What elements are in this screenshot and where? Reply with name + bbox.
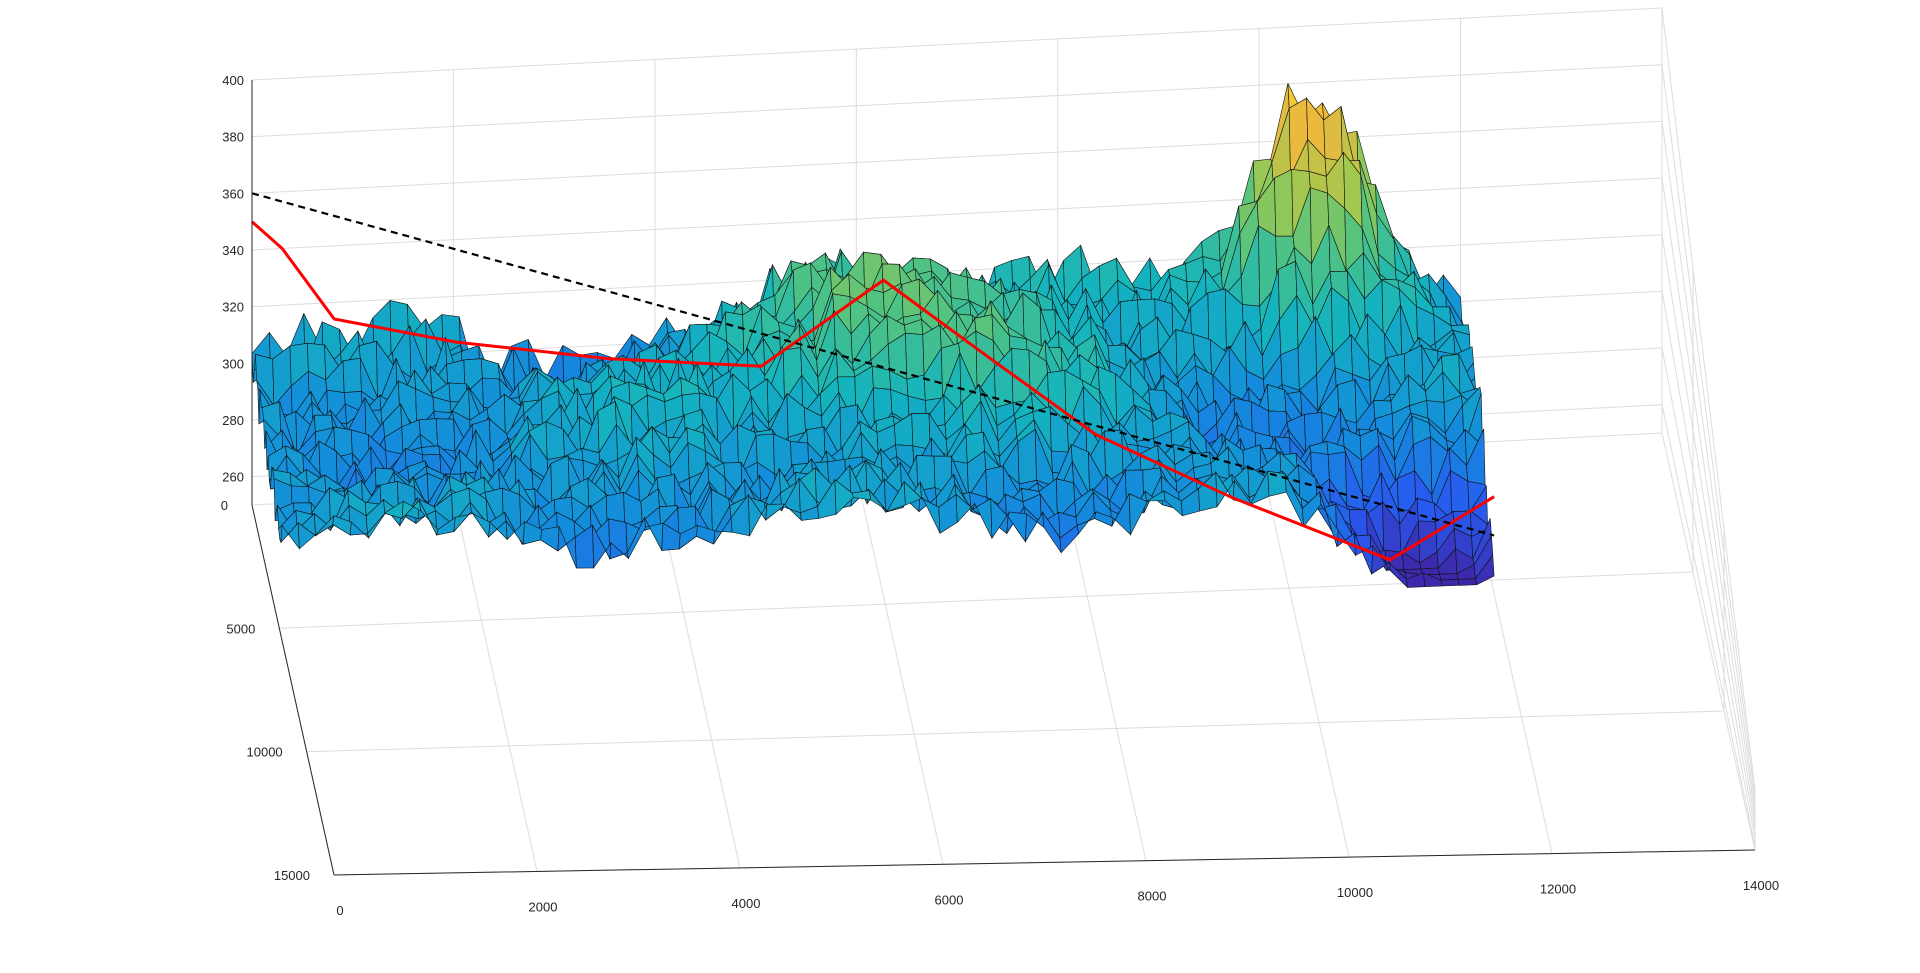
surface-face [949, 272, 969, 301]
z-grid-line-3 [251, 234, 1756, 823]
z-tick-label: 260 [222, 470, 244, 485]
x-tick-label: 10000 [1337, 885, 1373, 900]
y-grid-line-2 [306, 529, 1725, 753]
z-tick-label: 380 [222, 130, 244, 145]
x-tick-label: 8000 [1138, 889, 1167, 904]
x-tick-label: 2000 [529, 899, 558, 914]
z-grid-line-5 [251, 120, 1756, 807]
x-tick-label: 0 [336, 903, 343, 918]
surface-face [1201, 230, 1221, 262]
z-tick-label: 300 [222, 356, 244, 371]
z-tick-label: 340 [222, 243, 244, 258]
surface-face [480, 358, 500, 380]
x-tick-label: 6000 [935, 892, 964, 907]
y-tick-label: 5000 [226, 621, 255, 636]
y-tick-label: 15000 [274, 868, 310, 883]
surface-face [765, 503, 785, 521]
surface-face [1274, 169, 1294, 237]
surface-face [901, 278, 921, 318]
surface-face [905, 332, 925, 380]
surface-face [1439, 573, 1459, 581]
x-tick-label: 4000 [732, 896, 761, 911]
terrain-surface [251, 83, 1495, 589]
surface-face [1280, 347, 1300, 391]
z-tick-label: 320 [222, 300, 244, 315]
surface-face [421, 445, 441, 456]
y-grid-line-1 [279, 268, 1694, 629]
x-tick-label: 14000 [1743, 878, 1779, 893]
surface-face [1457, 578, 1478, 586]
surface-face [540, 526, 560, 552]
y-axis-line [251, 504, 335, 876]
tick-labels: 0 2000 4000 6000 8000 10000 12000 14000 0 5000 100… [221, 73, 1779, 918]
z-grid-line-6 [251, 64, 1756, 799]
z-grid-line-7 [251, 7, 1756, 791]
black-dashed-line [251, 192, 1495, 537]
z-tick-label: 360 [222, 186, 244, 201]
red-path-line [251, 220, 1495, 562]
surface-face [871, 365, 892, 390]
x-axis-line [333, 849, 1756, 876]
x-tick-label: 12000 [1540, 882, 1576, 897]
surface-face [911, 413, 931, 450]
path-lines [251, 192, 1495, 562]
z-tick-label: 280 [222, 413, 244, 428]
z-tick-label: 400 [222, 73, 244, 88]
y-tick-label: 10000 [247, 745, 283, 760]
surface-face [1440, 579, 1460, 587]
z-grid-line-4 [251, 177, 1756, 815]
surface-face [342, 357, 362, 393]
surface-face [1475, 554, 1495, 586]
y-tick-label: 0 [221, 498, 228, 513]
surface-face [1132, 257, 1152, 292]
axes-lines [251, 80, 1756, 876]
